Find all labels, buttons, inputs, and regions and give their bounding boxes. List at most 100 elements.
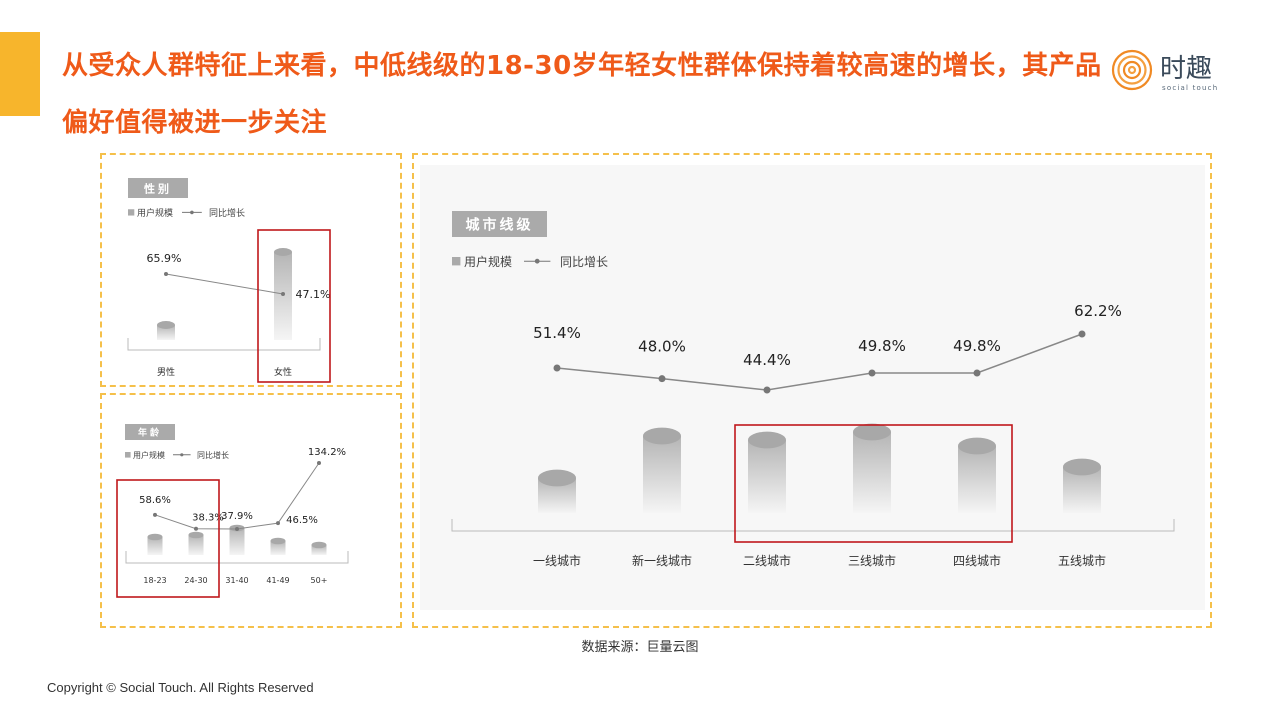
city-growth-point [553, 364, 561, 372]
city-bar-top [1063, 458, 1101, 476]
logo-text: 时趣 [1160, 54, 1212, 84]
age-category-label: 31-40 [225, 576, 248, 585]
city-chart-title: 城市线级 [466, 217, 534, 234]
city-category-label: 四线城市 [953, 553, 1001, 568]
city-category-label: 一线城市 [533, 553, 581, 568]
age-category-label: 18-23 [143, 576, 166, 585]
gender-panel [100, 153, 402, 387]
age-growth-label: 37.9% [221, 511, 253, 522]
city-growth-point [658, 375, 666, 383]
city-growth-label: 49.8% [858, 337, 906, 355]
city-legend-bar-swatch [452, 257, 461, 266]
city-growth-line [556, 333, 1083, 391]
city-growth-point [763, 386, 771, 394]
age-category-label: 50+ [311, 576, 328, 585]
age-x-axis [125, 551, 349, 564]
copyright: Copyright © Social Touch. All Rights Res… [47, 680, 314, 695]
age-legend-line-label: 同比增长 [197, 450, 229, 460]
gender-legend-bar-swatch [128, 209, 135, 216]
page-title: 从受众人群特征上来看，中低线级的18-30岁年轻女性群体保持着较高速的增长，其产… [62, 51, 1102, 138]
age-bar-top [147, 533, 163, 541]
gender-legend-bar-label: 用户规模 [137, 207, 173, 219]
city-bar [643, 436, 681, 513]
city-bar [748, 440, 786, 513]
gender-bar-top [157, 321, 175, 329]
city-growth-label: 51.4% [533, 324, 581, 342]
age-bar [188, 535, 204, 555]
city-bar [958, 446, 996, 513]
logo: 时趣 social touch [1111, 49, 1218, 92]
city-bar-top [853, 423, 891, 441]
city-legend-line-marker [534, 258, 540, 264]
city-x-axis [451, 519, 1175, 532]
age-growth-point [153, 512, 157, 517]
gender-growth-point [281, 292, 285, 296]
gender-title-badge [128, 178, 188, 198]
city-bar-top [958, 437, 996, 455]
gender-growth-point [164, 272, 168, 276]
age-bar [270, 541, 286, 555]
city-bar [853, 432, 891, 513]
city-bar-top [538, 469, 576, 487]
gender-legend-line-marker [190, 210, 194, 215]
age-legend-line-marker [180, 453, 184, 457]
city-growth-label: 44.4% [743, 351, 791, 369]
age-category-label: 24-30 [184, 576, 207, 585]
age-growth-point [194, 526, 198, 531]
age-highlight-box [116, 479, 220, 598]
age-growth-point [317, 461, 321, 465]
gender-growth-line [165, 273, 284, 295]
logo-subtext: social touch [1162, 84, 1218, 92]
age-bar-top [188, 531, 204, 539]
city-bar-top [748, 431, 786, 449]
gender-category-label: 男性 [157, 366, 175, 378]
accent-bar [0, 32, 40, 116]
gender-growth-label: 47.1% [296, 288, 331, 301]
age-legend-bar-label: 用户规模 [133, 450, 165, 460]
age-legend-bar-swatch [125, 452, 131, 458]
city-growth-point [1078, 330, 1086, 338]
city-category-label: 二线城市 [743, 553, 791, 568]
gender-legend-line-label: 同比增长 [209, 207, 245, 219]
city-category-label: 三线城市 [848, 553, 896, 568]
gender-bar-top [274, 248, 292, 256]
city-chart-background [420, 165, 1205, 610]
logo-circles-icon [1111, 49, 1153, 91]
city-category-label: 新一线城市 [632, 553, 692, 568]
data-source: 数据来源：巨量云图 [581, 640, 699, 655]
age-growth-label: 134.2% [308, 447, 346, 458]
gender-growth-label: 65.9% [147, 252, 182, 265]
age-panel [100, 393, 402, 628]
age-bar-top [311, 541, 327, 549]
age-growth-point [235, 527, 239, 531]
city-highlight-box [734, 424, 1013, 543]
city-growth-label: 62.2% [1074, 302, 1122, 320]
gender-bar [157, 325, 175, 340]
age-bar [229, 528, 245, 555]
age-category-label: 41-49 [266, 576, 289, 585]
city-bar-top [643, 427, 681, 445]
age-growth-point [276, 521, 280, 526]
gender-chart-title: 性别 [144, 181, 172, 195]
age-title-badge [125, 424, 175, 440]
age-growth-label: 58.6% [139, 495, 171, 506]
age-growth-label: 46.5% [286, 515, 318, 526]
gender-x-axis [127, 338, 321, 351]
city-growth-label: 48.0% [638, 338, 686, 356]
gender-highlight-box [257, 229, 331, 383]
city-growth-point [973, 369, 981, 377]
city-panel [412, 153, 1212, 628]
city-title-badge [452, 211, 547, 237]
age-chart-title: 年龄 [138, 427, 162, 439]
age-bar-top [270, 537, 286, 545]
age-bar [311, 545, 327, 555]
age-growth-label: 38.3% [192, 513, 224, 524]
city-growth-point [868, 369, 876, 377]
age-bar [147, 537, 163, 555]
city-growth-label: 49.8% [953, 337, 1001, 355]
city-legend-bar-label: 用户规模 [464, 254, 512, 269]
gender-category-label: 女性 [274, 366, 292, 378]
city-category-label: 五线城市 [1058, 553, 1106, 568]
city-legend-line-label: 同比增长 [560, 255, 608, 269]
